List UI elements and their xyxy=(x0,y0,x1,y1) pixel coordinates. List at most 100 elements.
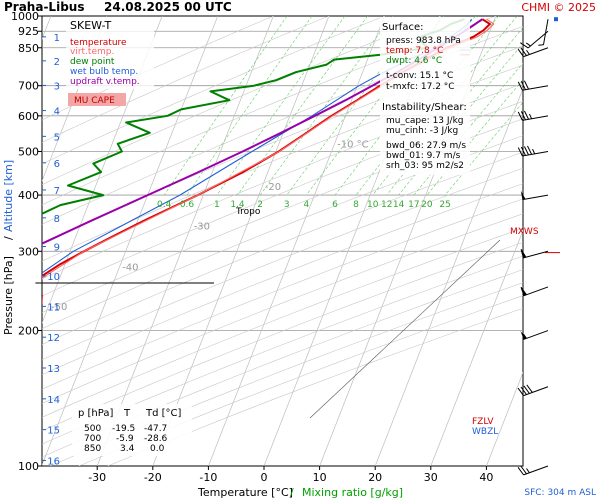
isotherm-line xyxy=(208,16,385,466)
wind-barb-staff xyxy=(522,250,549,259)
altitude-tick-label: 12 xyxy=(47,333,60,344)
dry-adiabat-line xyxy=(42,151,523,345)
table-header-t: T xyxy=(123,408,131,419)
dry-adiabat-line xyxy=(42,183,523,376)
hodograph-guide-line xyxy=(309,239,501,419)
x-tick-label: 40 xyxy=(479,471,493,484)
wind-barb-feather xyxy=(520,47,527,56)
dry-adiabat-line xyxy=(42,241,523,432)
mixing-ratio-line xyxy=(355,16,499,196)
dry-adiabat-line xyxy=(42,255,523,445)
wind-barb xyxy=(520,330,549,340)
surface-press: press: 983.8 hPa xyxy=(386,36,461,46)
mixing-ratio-tick-label: 12 xyxy=(381,200,392,210)
altitude-tick-label: 10 xyxy=(47,272,60,283)
isotherm-line xyxy=(486,371,523,466)
table-header-p: p [hPa] xyxy=(78,408,113,419)
wind-barb-feather xyxy=(520,42,529,49)
x-axis-mixing-label: Mixing ratio [g/kg] xyxy=(302,486,403,499)
series-line-dew-point xyxy=(42,18,465,215)
surface-tmxfc: t-mxfc: 17.2 °C xyxy=(386,82,455,92)
table-cell: -28.6 xyxy=(144,434,168,444)
altitude-tick-label: 14 xyxy=(47,395,60,406)
wind-barb-half-feather xyxy=(525,42,531,47)
table-cell: 850 xyxy=(84,444,101,454)
table-cell: 500 xyxy=(84,424,101,434)
y-tick-label: 600 xyxy=(18,110,39,123)
y-tick-label: 500 xyxy=(18,145,39,158)
wind-barb-feather xyxy=(517,467,524,476)
y-axis-slash: / xyxy=(2,236,15,240)
stat-mu-cinh: mu_cinh: -3 J/kg xyxy=(386,126,458,136)
x-tick-label: -10 xyxy=(199,471,217,484)
levels-table: p [hPa] T Td [°C] 500 -19.5 -47.7 700 -5… xyxy=(72,404,192,456)
x-tick-label: 10 xyxy=(313,471,327,484)
wind-barb-feather xyxy=(517,48,524,57)
altitude-tick-label: 7 xyxy=(54,186,60,197)
y-axis-altitude-label: Altitude [km] xyxy=(2,160,15,232)
wind-barb-feather xyxy=(520,386,527,395)
isotherm-label: -20 xyxy=(265,182,281,193)
wind-barb-half-feather xyxy=(523,333,527,339)
x-axis-slash: / xyxy=(290,486,294,499)
wind-barb-half-feather xyxy=(526,49,530,55)
isotherm-line xyxy=(42,16,107,182)
wind-barb-feather xyxy=(520,111,526,121)
mu-cape-label: MU CAPE xyxy=(74,96,115,106)
mixing-ratio-tick-label: 8 xyxy=(353,200,359,210)
y-tick-label: 700 xyxy=(18,80,39,93)
surface-title: Surface: xyxy=(382,22,423,33)
altitude-tick-label: 1 xyxy=(54,33,60,44)
legend: SKEW-T temperature virt.temp. dew point … xyxy=(66,17,154,106)
mixing-ratio-tick-label: 4 xyxy=(304,200,310,210)
mixing-ratio-tick-label: 1.4 xyxy=(230,200,245,210)
wind-barb-staff xyxy=(522,115,549,121)
legend-virt-temp: virt.temp. xyxy=(70,47,114,57)
isotherm-label: -50 xyxy=(51,302,67,313)
dry-adiabat-line xyxy=(42,118,523,313)
wind-barb-feather xyxy=(517,147,523,157)
mixing-ratio-tick-label: 10 xyxy=(367,200,379,210)
dry-adiabat-line xyxy=(42,16,330,143)
stat-mu-cape: mu_cape: 13 J/kg xyxy=(386,116,464,126)
mixing-ratio-line xyxy=(259,16,393,196)
y-tick-label: 300 xyxy=(18,245,39,258)
wind-barb-staff xyxy=(523,465,549,476)
wind-barb-feather xyxy=(526,384,533,393)
mixing-ratio-line xyxy=(237,16,368,196)
isotherm-line xyxy=(152,16,330,466)
dry-adiabat-line xyxy=(42,16,274,121)
surface-tconv: t-conv: 15.1 °C xyxy=(386,71,453,81)
x-tick-label: 30 xyxy=(424,471,438,484)
dry-adiabat-line xyxy=(42,135,523,330)
mixing-ratio-tick-label: 20 xyxy=(421,200,433,210)
dry-adiabat-line xyxy=(42,167,523,361)
table-cell: 3.4 xyxy=(120,444,135,454)
mixing-ratio-tick-label: 14 xyxy=(393,200,405,210)
mixing-ratio-line xyxy=(163,16,288,196)
wind-barb-feather xyxy=(527,145,533,155)
wind-barb xyxy=(520,248,549,259)
mixing-ratio-tick-label: 6 xyxy=(332,200,338,210)
altitude-tick-label: 3 xyxy=(54,81,60,92)
wind-barb-feather xyxy=(520,81,526,90)
altitude-tick-label: 5 xyxy=(54,132,60,143)
wind-barb xyxy=(517,145,549,157)
altitude-tick-label: 8 xyxy=(54,214,60,225)
wind-barb-half-feather xyxy=(532,148,536,155)
dry-adiabat-line xyxy=(42,16,385,165)
mixing-ratio-tick-label: 2 xyxy=(257,200,263,210)
wind-barb-pennant xyxy=(520,287,527,296)
wind-barb xyxy=(538,19,549,46)
wind-barb-feather xyxy=(523,146,529,156)
y-axis-label: Pressure [hPa] xyxy=(2,256,15,335)
altitude-tick-label: 11 xyxy=(47,302,60,313)
stat-srh03: srh_03: 95 m2/s2 xyxy=(386,161,464,171)
dry-adiabat-line xyxy=(50,282,523,466)
surface-temp: temp: 7.8 °C xyxy=(386,46,443,56)
altitude-tick-label: 2 xyxy=(54,57,60,68)
dry-adiabat-line xyxy=(42,213,523,404)
table-cell: -47.7 xyxy=(144,424,167,434)
wind-barb-half-feather xyxy=(526,468,530,474)
altitude-tick-label: 6 xyxy=(54,159,60,170)
